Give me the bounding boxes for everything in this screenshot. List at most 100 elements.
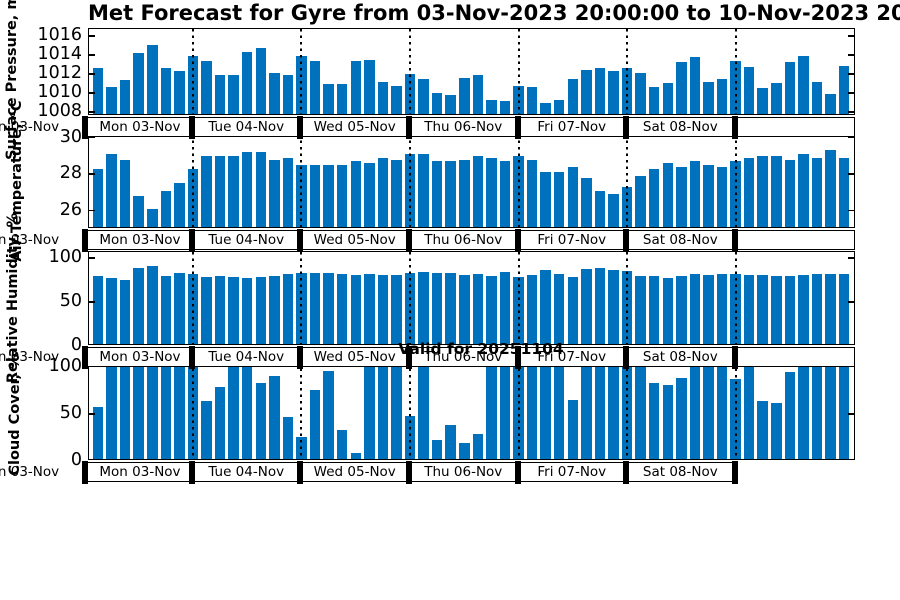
bar xyxy=(309,273,321,344)
bar xyxy=(228,155,239,227)
bar xyxy=(269,159,280,227)
day-boundary-gridline xyxy=(517,252,520,344)
bar xyxy=(431,161,443,227)
chart-title: Met Forecast for Gyre from 03-Nov-2023 2… xyxy=(88,1,900,25)
bar xyxy=(431,93,443,114)
bar xyxy=(553,273,565,344)
y-tick-label: 1010 xyxy=(37,82,82,103)
day-boundary-gridline xyxy=(626,362,629,459)
bar xyxy=(743,157,755,227)
bar xyxy=(459,443,470,459)
bar xyxy=(567,276,579,344)
bar xyxy=(608,269,619,344)
bar xyxy=(119,366,131,459)
day-label: Tue 04-Nov xyxy=(191,462,301,482)
bar xyxy=(648,382,660,459)
bar xyxy=(201,60,212,114)
bar xyxy=(608,194,619,227)
bar xyxy=(445,95,456,114)
day-separator xyxy=(731,461,738,484)
day-label: Fri 07-Nov xyxy=(517,347,627,367)
bar xyxy=(309,165,321,227)
day-separator xyxy=(514,116,521,139)
bar xyxy=(377,274,389,344)
y-tick-label: 26 xyxy=(59,199,82,220)
bar xyxy=(119,280,131,344)
day-label-row: Mon 03-Nov Tue 04-Nov Wed 05-Nov Thu 06-Nov… xyxy=(0,229,855,252)
y-tick-mark xyxy=(89,301,95,303)
day-separator xyxy=(82,346,88,369)
day-label xyxy=(734,347,855,367)
day-boundary-gridline xyxy=(409,29,412,114)
bar xyxy=(662,384,674,459)
bar xyxy=(241,52,253,114)
bar xyxy=(825,94,836,114)
y-tick-label: 50 xyxy=(59,291,82,312)
bar xyxy=(160,366,172,459)
bar xyxy=(635,366,646,459)
bar xyxy=(391,366,402,459)
bar xyxy=(825,273,836,344)
day-boundary-gridline xyxy=(734,134,737,227)
day-separator xyxy=(297,229,304,252)
bar xyxy=(364,163,375,227)
y-tick-mark xyxy=(848,209,854,212)
bar xyxy=(838,65,850,114)
bar xyxy=(567,78,579,114)
y-tick-mark xyxy=(89,35,95,37)
day-separator xyxy=(297,116,304,139)
day-label: Sat 08-Nov xyxy=(626,117,735,137)
bar xyxy=(459,274,470,344)
bar xyxy=(106,278,117,344)
bar xyxy=(608,366,619,459)
y-tick-mark xyxy=(89,73,95,75)
bar xyxy=(418,154,429,227)
day-label: Thu 06-Nov xyxy=(409,462,518,482)
bar xyxy=(377,366,389,459)
day-separator xyxy=(188,116,195,139)
bar xyxy=(553,366,565,459)
day-separator xyxy=(731,229,738,252)
bar xyxy=(798,154,809,227)
bar xyxy=(648,168,660,227)
bar xyxy=(825,150,836,227)
clipped-day-label: Mon 03-Nov xyxy=(0,464,60,480)
y-tick-mark xyxy=(89,54,95,56)
bar xyxy=(214,155,226,227)
bar xyxy=(784,159,796,227)
bar xyxy=(255,152,267,227)
bar xyxy=(472,433,484,459)
bar xyxy=(445,273,456,344)
bar xyxy=(703,366,714,459)
y-tick-label: 1012 xyxy=(37,63,82,84)
bar xyxy=(635,275,646,344)
bar xyxy=(676,378,687,459)
bar xyxy=(648,275,660,344)
day-label: Wed 05-Nov xyxy=(300,230,409,250)
bar xyxy=(662,278,674,344)
bar xyxy=(581,70,592,114)
bar xyxy=(689,161,701,227)
bar xyxy=(662,163,674,227)
bar xyxy=(255,48,267,114)
bar xyxy=(540,270,551,344)
bar xyxy=(838,366,850,459)
bar xyxy=(553,99,565,114)
bar xyxy=(757,88,768,114)
bar xyxy=(201,155,212,227)
y-tick-mark xyxy=(89,136,95,139)
day-label: Fri 07-Nov xyxy=(517,117,627,137)
bar xyxy=(798,56,809,114)
bar xyxy=(201,276,212,344)
bar xyxy=(784,275,796,344)
bar xyxy=(743,274,755,344)
day-label: Tue 04-Nov xyxy=(191,347,301,367)
bar xyxy=(798,274,809,344)
day-separator xyxy=(82,461,88,484)
bar xyxy=(228,75,239,114)
bar xyxy=(581,177,592,227)
bar xyxy=(635,73,646,114)
day-label xyxy=(734,230,855,250)
bar xyxy=(459,77,470,114)
bar xyxy=(784,372,796,459)
